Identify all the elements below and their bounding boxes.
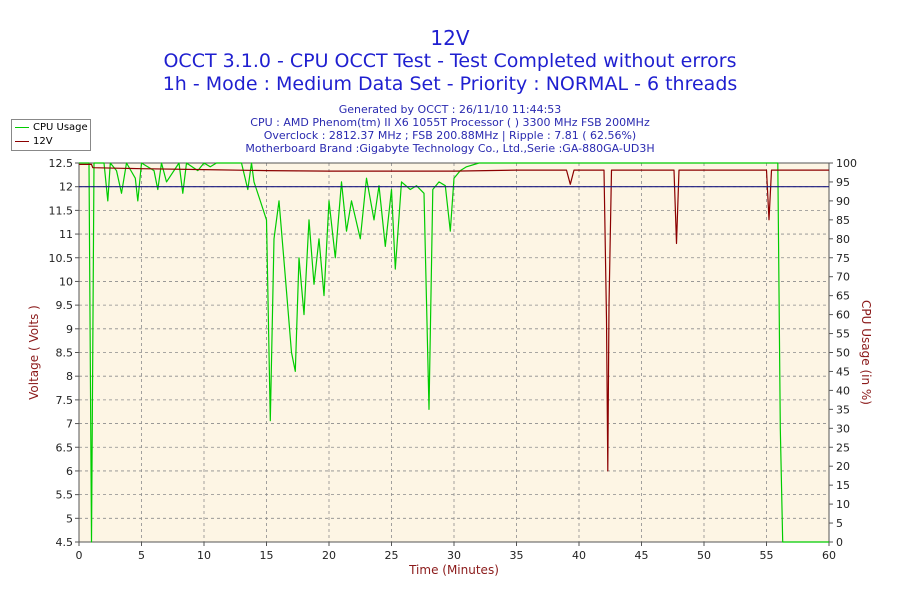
y2-tick-label: 25 [836, 441, 850, 454]
y2-tick-label: 60 [836, 309, 850, 322]
y2-tick-label: 30 [836, 422, 850, 435]
series-line-cpu-usage [79, 162, 829, 543]
y2-tick-label: 70 [836, 271, 850, 284]
y-tick-label: 11 [59, 228, 73, 241]
x-tick-label: 20 [322, 549, 336, 562]
y2-tick-label: 90 [836, 195, 850, 208]
y2-tick-label: 5 [836, 517, 843, 530]
y-tick-label: 5.5 [56, 489, 74, 502]
y-tick-label: 4.5 [56, 536, 74, 549]
y2-tick-label: 15 [836, 479, 850, 492]
legend-item-cpu-usage: CPU Usage [12, 120, 90, 134]
y-tick-label: 6.5 [56, 441, 74, 454]
x-tick-label: 25 [385, 549, 399, 562]
y-tick-label: 8 [66, 370, 73, 383]
y-tick-label: 10 [59, 275, 73, 288]
chart-title: 12V [430, 26, 470, 50]
chart-subtitle-mode: 1h - Mode : Medium Data Set - Priority :… [162, 73, 738, 95]
x-tick-label: 55 [760, 549, 774, 562]
y-tick-label: 8.5 [56, 347, 74, 360]
y2-tick-label: 95 [836, 176, 850, 189]
legend: CPU Usage 12V [11, 119, 91, 151]
y-tick-label: 6 [66, 465, 73, 478]
legend-swatch-12v [15, 140, 29, 142]
x-tick-label: 5 [138, 549, 145, 562]
info-overclock: Overclock : 2812.37 MHz ; FSB 200.88MHz … [263, 129, 637, 142]
y2-tick-label: 0 [836, 536, 843, 549]
x-tick-label: 10 [197, 549, 211, 562]
y2-tick-label: 45 [836, 365, 850, 378]
y-tick-label: 9.5 [56, 299, 74, 312]
y-tick-label: 12.5 [49, 157, 74, 170]
x-tick-label: 35 [510, 549, 524, 562]
y-tick-label: 10.5 [49, 252, 74, 265]
chart-subtitle-test: OCCT 3.1.0 - CPU OCCT Test - Test Comple… [163, 50, 737, 72]
legend-swatch-cpu [15, 126, 29, 128]
legend-label-cpu: CPU Usage [33, 121, 88, 133]
legend-item-12v: 12V [12, 134, 90, 148]
y2-tick-label: 85 [836, 214, 850, 227]
y2-tick-label: 55 [836, 328, 850, 341]
y2-tick-label: 10 [836, 498, 850, 511]
y2-tick-label: 20 [836, 460, 850, 473]
x-axis-label: Time (Minutes) [408, 563, 499, 577]
y-tick-label: 7.5 [56, 394, 74, 407]
y-axis-label: Voltage ( Volts ) [27, 305, 41, 400]
y2-tick-label: 65 [836, 290, 850, 303]
y-tick-label: 11.5 [49, 204, 74, 217]
series-line-12v [79, 163, 829, 472]
x-tick-label: 60 [822, 549, 836, 562]
x-tick-label: 0 [76, 549, 83, 562]
y2-tick-label: 35 [836, 403, 850, 416]
info-cpu: CPU : AMD Phenom(tm) II X6 1055T Process… [250, 116, 650, 129]
y2-axis-label: CPU Usage (in %) [859, 300, 873, 405]
info-motherboard: Motherboard Brand :Gigabyte Technology C… [245, 142, 655, 155]
legend-label-12v: 12V [33, 135, 53, 147]
x-tick-label: 45 [635, 549, 649, 562]
y2-tick-label: 40 [836, 384, 850, 397]
info-generated: Generated by OCCT : 26/11/10 11:44:53 [338, 103, 562, 116]
y2-tick-label: 75 [836, 252, 850, 265]
x-tick-label: 15 [260, 549, 274, 562]
y2-tick-label: 50 [836, 347, 850, 360]
y2-tick-label: 100 [836, 157, 857, 170]
y2-tick-label: 80 [836, 233, 850, 246]
plot-border [78, 162, 830, 543]
y-tick-label: 12 [59, 181, 73, 194]
x-tick-label: 40 [572, 549, 586, 562]
y-tick-label: 9 [66, 323, 73, 336]
y-tick-label: 5 [66, 512, 73, 525]
x-tick-label: 50 [697, 549, 711, 562]
y-tick-label: 7 [66, 418, 73, 431]
x-tick-label: 30 [447, 549, 461, 562]
